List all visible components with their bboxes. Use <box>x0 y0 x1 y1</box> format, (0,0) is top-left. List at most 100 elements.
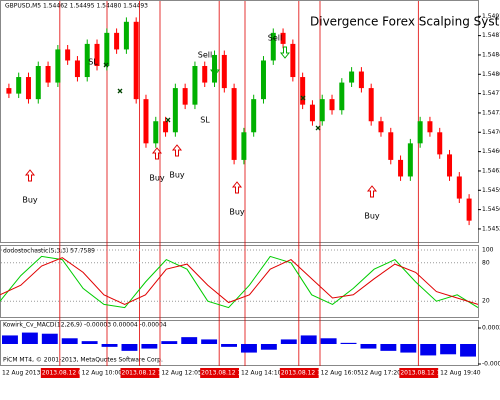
candle-body <box>241 132 247 160</box>
time-label: 2013.08.12 18:35 <box>400 370 454 377</box>
candle-body <box>339 82 345 111</box>
sell-arrow <box>279 46 291 59</box>
macd-pane <box>0 320 479 366</box>
y-tick-label: 1.54735 <box>482 109 500 116</box>
macd-bar <box>380 344 397 351</box>
time-label: 12 Aug 12:05 <box>161 370 202 377</box>
candle-body <box>172 88 178 133</box>
annotation: Buy <box>364 212 380 221</box>
annotation: Sell <box>268 34 282 43</box>
macd-bar <box>41 333 58 344</box>
candle-body <box>212 54 218 83</box>
macd-bar <box>141 344 158 349</box>
y-tick-label: 1.54630 <box>482 167 500 174</box>
sell-arrow <box>209 63 221 76</box>
annotation: SL <box>200 116 210 125</box>
candle-body <box>290 43 296 78</box>
candle-body <box>319 99 325 122</box>
chart-title: Divergence Forex Scalping System <box>310 15 500 29</box>
candle-body <box>143 99 149 144</box>
y-tick-label: -0.00035 <box>482 361 500 368</box>
candle-body <box>123 21 129 50</box>
y-tick-label: 1.54595 <box>482 187 500 194</box>
candle-body <box>25 77 31 100</box>
candle-body <box>329 99 335 111</box>
macd-bar <box>241 344 257 353</box>
macd-bar <box>420 344 437 356</box>
time-label: 2013.08.12 09:05 <box>42 370 96 377</box>
y-tick-label: 0.00028 <box>482 325 500 332</box>
candle-body <box>427 121 433 133</box>
candle-body <box>466 198 472 221</box>
candle-body <box>104 32 110 66</box>
macd-bar <box>300 335 317 344</box>
macd-bar <box>340 342 357 344</box>
candle-body <box>456 176 462 199</box>
copyright: PiCM MT4, © 2001-2013, MetaQuotes Softwa… <box>3 357 163 364</box>
macd-bar <box>81 341 98 344</box>
cross-mark <box>315 125 321 131</box>
time-highlight <box>399 368 439 378</box>
y-tick-label: 1.54560 <box>482 206 500 213</box>
annotation: Buy <box>229 208 245 217</box>
candle-body <box>270 32 276 61</box>
y-tick-label: 100 <box>482 247 494 254</box>
candle-body <box>349 71 355 83</box>
candle-body <box>388 132 394 160</box>
candle-body <box>74 60 80 78</box>
candle-body <box>358 71 364 89</box>
macd-bar <box>101 344 118 347</box>
time-label: 12 Aug 2013 <box>2 370 41 377</box>
buy-arrow <box>151 147 163 160</box>
buy-arrow <box>231 181 243 194</box>
time-highlight <box>120 368 160 378</box>
macd-bar <box>201 339 218 344</box>
cross-mark <box>165 117 171 123</box>
candle-body <box>202 66 208 83</box>
buy-arrow <box>171 144 183 157</box>
y-tick-label: 80 <box>482 259 490 266</box>
candle-body <box>84 43 90 78</box>
stochastic-label: dodostochastic(5,3,3) 57.7589 <box>3 248 95 255</box>
cross-mark <box>300 95 306 101</box>
macd-bar <box>320 338 337 344</box>
candle-body <box>45 66 51 83</box>
candle-body <box>163 121 169 133</box>
candle-body <box>260 60 266 100</box>
macd-bar <box>61 338 78 344</box>
candle-body <box>133 21 139 100</box>
macd-bar <box>280 339 297 344</box>
time-label: 2013.08.12 15:05 <box>281 370 335 377</box>
macd-label: Kowirk_Cv_MACD(12,26,9) -0.00003 0.00004… <box>3 322 167 329</box>
candle-body <box>280 32 286 44</box>
time-label: 2013.08.12 11:05 <box>122 370 176 377</box>
buy-arrow <box>366 185 378 198</box>
candle-body <box>221 54 227 89</box>
macd-bar <box>360 344 377 349</box>
annotation: Buy <box>149 174 165 183</box>
y-tick-label: 1.54525 <box>482 225 500 232</box>
candle-body <box>6 88 12 94</box>
annotation: SL <box>88 58 98 67</box>
cross-mark <box>103 62 109 68</box>
candle-body <box>35 66 41 100</box>
candle-body <box>65 49 71 61</box>
macd-bar <box>460 344 476 357</box>
candle-body <box>16 77 22 94</box>
candle-body <box>407 143 413 177</box>
time-label: 12 Aug 19:40 <box>440 370 481 377</box>
time-highlight <box>200 368 239 378</box>
main-pane <box>0 0 479 243</box>
time-label: 12 Aug 17:20 <box>361 370 402 377</box>
candle-body <box>251 99 257 133</box>
time-highlight <box>279 368 319 378</box>
macd-bar <box>161 341 178 344</box>
y-tick-label: 1.54910 <box>482 13 500 20</box>
time-label: 12 Aug 10:00 <box>82 370 123 377</box>
time-label: 12 Aug 16:05 <box>321 370 362 377</box>
buy-arrow <box>24 169 36 182</box>
candle-body <box>300 77 306 105</box>
candle-body <box>94 43 100 66</box>
candle-body <box>368 88 374 122</box>
annotation: Buy <box>169 171 185 180</box>
